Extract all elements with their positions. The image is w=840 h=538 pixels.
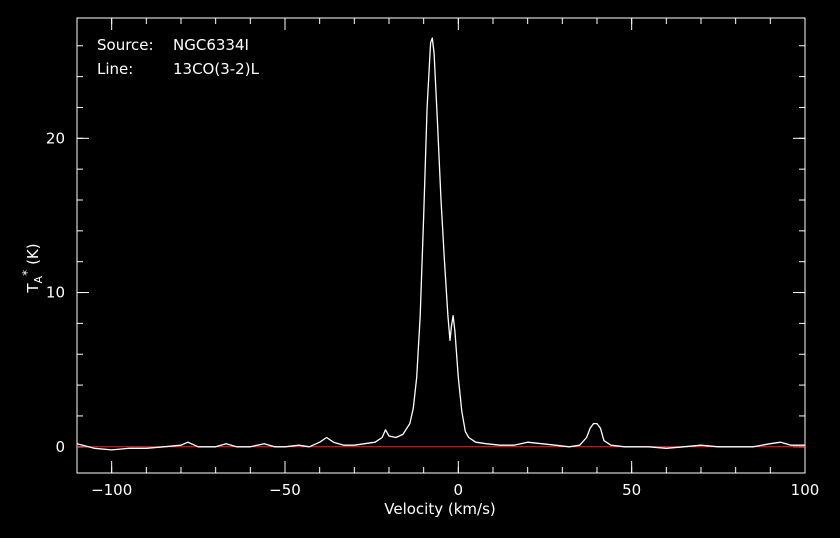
y-tick-label: 10 <box>46 284 65 302</box>
y-axis-label-unit: (K) <box>24 243 42 265</box>
y-axis-label-main: T <box>24 283 42 294</box>
x-axis-label: Velocity (km/s) <box>384 500 495 518</box>
x-tick-label: −100 <box>91 481 132 499</box>
svg-text:TA*(K): TA* (K) <box>20 243 45 293</box>
y-tick-label: 20 <box>46 129 65 147</box>
x-tick-label: −50 <box>269 481 301 499</box>
source-label: Source: <box>97 36 154 54</box>
y-tick-label: 0 <box>55 438 65 456</box>
spectrum-series-line <box>76 37 805 451</box>
plot-frame <box>76 17 806 474</box>
x-tick-label: 100 <box>791 481 820 499</box>
y-axis-label-sub: A <box>32 275 45 283</box>
line-value: 13CO(3-2)L <box>173 60 260 78</box>
x-tick-label: 50 <box>622 481 641 499</box>
y-axis-label-sup: * <box>20 270 34 276</box>
line-label: Line: <box>97 60 133 78</box>
y-axis-label: TA* (K) <box>20 243 45 293</box>
source-value: NGC6334I <box>173 36 249 54</box>
x-tick-label: 0 <box>454 481 464 499</box>
